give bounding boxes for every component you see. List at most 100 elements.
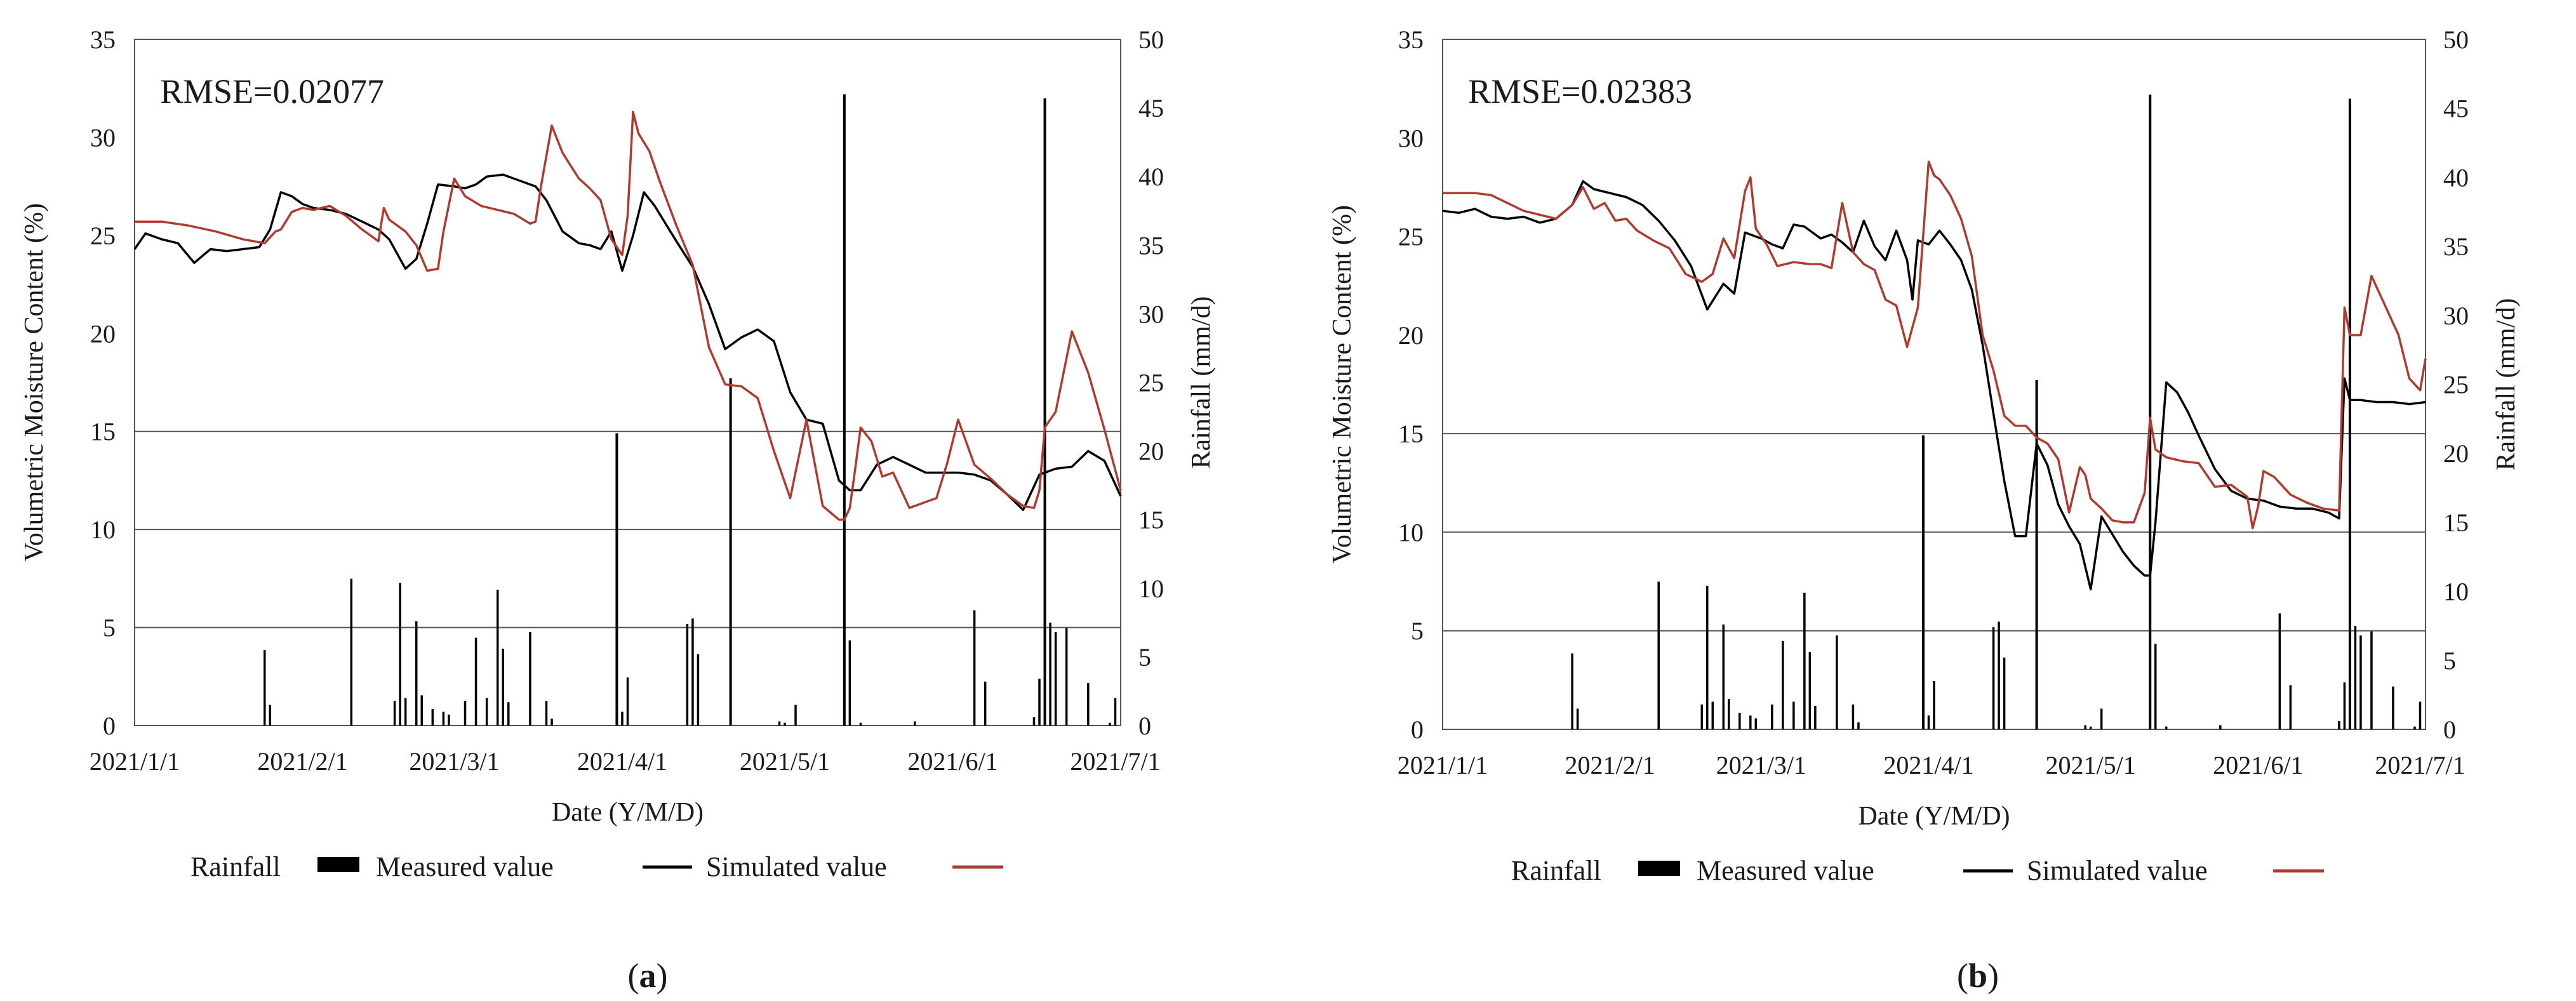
panel-a-rainfall-bar (442, 712, 445, 726)
panel-a-rainfall-bar (778, 721, 781, 726)
panel-a-rainfall-bar (404, 698, 407, 726)
panel-b-y2-tick-label: 50 (2443, 25, 2469, 54)
panel-b-legend-label-measured: Measured value (1697, 855, 1874, 886)
panel-a-rainfall-bar (264, 650, 266, 726)
panel-a-x-tick-label: 2021/3/1 (409, 747, 499, 776)
panel-a-rainfall-bar (502, 648, 504, 726)
panel-a-rainfall-bar (269, 705, 272, 726)
panel-a-rainfall-bar (691, 618, 694, 726)
panel-b-legend-label-simulated: Simulated value (2027, 855, 2208, 886)
panel-a-rainfall-bar (1032, 717, 1036, 726)
panel-a-plot-frame (134, 39, 1121, 726)
panel-b-rainfall-bar (1998, 621, 2000, 729)
panel-b-legend-swatch-rainfall (1638, 861, 1680, 876)
panel-a-y2-tick-label: 15 (1138, 506, 1164, 534)
panel-a-rainfall-bar (1054, 632, 1057, 726)
panel-b-legend: Rainfall Measured value Simulated value (1511, 855, 2324, 886)
panel-a-rainfall-bar (1038, 679, 1041, 726)
panel-a-y2-tick-label: 40 (1138, 162, 1164, 191)
panel-b-rainfall-bar (1754, 718, 1758, 729)
panel-b-x-tick-label: 2021/7/1 (2375, 751, 2465, 779)
panel-b-rainfall-bar (2338, 720, 2340, 729)
panel-b-rainfall-bar (1722, 624, 1725, 729)
panel-a-rainfall-bar (973, 610, 976, 726)
panel-a-y2-tick-label: 5 (1138, 643, 1151, 672)
panel-b-rainfall-bar (2165, 726, 2168, 729)
panel-b-x-tick-label: 2021/5/1 (2046, 751, 2136, 779)
panel-b-y2-tick-label: 10 (2443, 578, 2469, 606)
panel-a-y2-tick-label: 25 (1138, 369, 1164, 397)
panel-a-rainfall-bar (859, 722, 862, 726)
panel-b-rainfall-bar (2419, 701, 2422, 729)
panel-a-rainfall-bar (545, 701, 548, 726)
panel-b-y-tick-label: 0 (1411, 715, 1424, 744)
panel-a-x-tick-label: 2021/1/1 (90, 747, 180, 776)
panel-a-rainfall-bar (420, 695, 423, 726)
panel-b-rainfall-bar (1857, 722, 1860, 729)
panel-a-rainfall-bar (1087, 682, 1090, 726)
panel-b-y2-tick-label: 40 (2443, 163, 2469, 192)
panel-a-rainfall-bar (350, 578, 353, 726)
panel-b-rainfall-bar (1711, 701, 1714, 729)
panel-a-rainfall-bar (551, 719, 553, 726)
panel-a-x-tick-label: 2021/5/1 (740, 747, 830, 776)
panel-a-simulated-line (135, 110, 1122, 521)
panel-a-rainfall-bar (984, 681, 987, 726)
panel-b-rainfall-bar (2278, 613, 2281, 729)
panel-b-rainfall-bar (2154, 644, 2157, 729)
panel-b-rainfall-bar (1803, 592, 1806, 729)
panel-b-rainfall-bar (1836, 635, 1838, 729)
panel-b-y-tick-label: 10 (1398, 518, 1424, 547)
panel-a-rainfall-bar (913, 721, 916, 726)
panel-a-rainfall-bar (626, 677, 629, 726)
panel-b-y2-tick-label: 35 (2443, 232, 2469, 261)
panel-b-plot-frame (1442, 39, 2426, 730)
panel-b-rainfall-bar (2370, 631, 2373, 729)
panel-a-legend-label-rainfall: Rainfall (190, 851, 281, 882)
panel-b: 0 5 10 15 20 25 30 35 0 5 10 15 20 25 30 35 40 45 50 2021/1… (1328, 25, 2521, 886)
panel-a-y2-axis-title: Rainfall (mm/d) (1187, 296, 1216, 469)
panel-a-measured-line (133, 173, 1122, 512)
panel-b-rainfall-bar (1728, 699, 1730, 729)
panel-a-rainfall-bar (843, 94, 846, 726)
panel-b-rainfall-bar (2003, 657, 2006, 729)
panel-b-y2-tick-label: 5 (2443, 646, 2456, 675)
panel-b-y2-tick-label: 30 (2443, 302, 2469, 330)
panel-a-legend: Rainfall Measured value Simulated value (190, 851, 1003, 882)
panel-a-rainfall-bar (431, 709, 434, 726)
panel-a-rainfall-bar (615, 433, 618, 726)
panel-a-rainfall-bar (1049, 622, 1051, 726)
panel-a-rainfall-bar (621, 712, 624, 726)
panel-a-rainfall-bar (464, 701, 467, 726)
panel-b-y-tick-label: 5 (1411, 617, 1424, 646)
panel-a-legend-label-measured: Measured value (376, 851, 554, 882)
panel-b-simulated-line (1443, 160, 2427, 529)
panel-b-rainfall-bar (2035, 380, 2038, 729)
panel-a-y-tick-label: 30 (90, 123, 116, 152)
panel-b-y2-axis-title: Rainfall (mm/d) (2492, 298, 2521, 471)
panel-b-rmse-annotation: RMSE=0.02383 (1468, 72, 1692, 110)
panel-a-rmse-annotation: RMSE=0.02077 (160, 72, 384, 110)
panel-a-rainfall-bar (1043, 98, 1046, 726)
panel-a-x-tick-label: 2021/4/1 (577, 747, 667, 776)
panel-b-rainfall-bar (2348, 98, 2351, 729)
panel-b-rainfall-bar (1576, 708, 1579, 729)
panel-a-rainfall-bar (474, 637, 477, 726)
panel-a-y-tick-label: 0 (103, 712, 116, 740)
panel-b-rainfall-bar (1706, 585, 1709, 729)
panel-a-x-axis-title: Date (Y/M/D) (552, 798, 704, 827)
panel-b-measured-line (1442, 180, 2426, 591)
panel-b-rainfall-bar (1852, 704, 1855, 729)
panel-a-rainfall-bar (507, 702, 510, 726)
panel-b-x-tick-label: 2021/3/1 (1716, 751, 1806, 779)
panel-b-rainfall-bar (1792, 701, 1795, 729)
panel-b-rainfall-bar (1808, 652, 1812, 729)
panel-a-y-tick-label: 10 (90, 515, 116, 544)
panel-b-y2-tick-label: 45 (2443, 95, 2469, 123)
panel-b-y-tick-label: 35 (1398, 25, 1424, 54)
panel-a-y-tick-label: 5 (103, 614, 116, 642)
panel-b-x-tick-label: 2021/1/1 (1398, 751, 1488, 779)
panel-b-x-tick-label: 2021/4/1 (1883, 751, 1973, 779)
panel-b-rainfall-bar (1657, 581, 1660, 729)
